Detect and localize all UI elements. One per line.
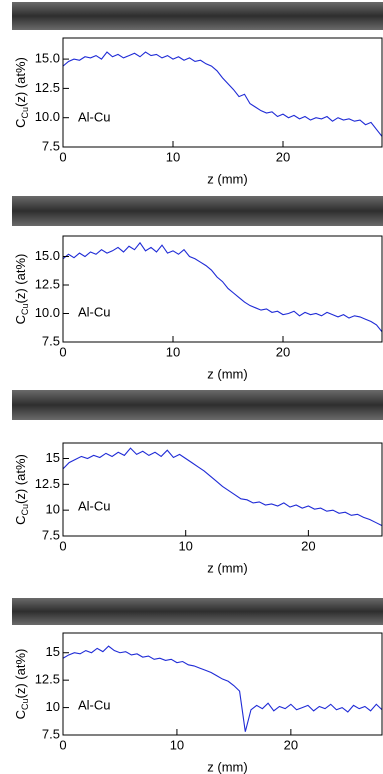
y-tick-label: 12.5	[35, 80, 60, 95]
y-tick-label: 15.0	[35, 51, 60, 66]
y-tick-label: 15.0	[35, 248, 60, 263]
y-label-main: C	[13, 315, 28, 324]
x-axis-label: z (mm)	[207, 366, 247, 381]
plot-frame	[63, 38, 382, 147]
x-tick-label: 20	[284, 737, 298, 752]
y-label-sub: Cu	[20, 107, 30, 119]
annotation: Al-Cu	[78, 498, 111, 513]
y-label-sub: Cu	[20, 303, 30, 315]
annotation: Al-Cu	[78, 304, 111, 319]
y-axis-label: CCu(z) (at%)	[13, 57, 30, 128]
x-axis-label: z (mm)	[207, 171, 247, 186]
y-tick-label: 15	[46, 450, 60, 465]
plot-frame	[63, 443, 382, 536]
x-tick-label: 10	[170, 737, 184, 752]
y-label-rest: (z) (at%)	[13, 254, 28, 304]
y-tick-label: 12.5	[35, 672, 60, 687]
y-tick-label: 12.5	[35, 276, 60, 291]
y-tick-label: 7.5	[42, 726, 60, 741]
x-axis-label: z (mm)	[207, 759, 247, 774]
figure: 7.510.012.515.001020z (mm)CCu(z) (at%)Al…	[0, 0, 383, 774]
y-tick-label: 7.5	[42, 333, 60, 348]
y-axis-label: CCu(z) (at%)	[13, 454, 30, 525]
y-label-rest: (z) (at%)	[13, 57, 28, 107]
x-tick-label: 10	[178, 538, 192, 553]
y-tick-label: 10.0	[35, 109, 60, 124]
panel: 7.5 10.0 12.5 15.0 0 10 20 z (mm) CCu(z) (at%) Al…	[12, 196, 383, 381]
data-line	[63, 52, 382, 136]
x-tick-label: 0	[59, 538, 66, 553]
sample-image	[12, 598, 383, 625]
x-tick-label: 20	[276, 344, 290, 359]
y-tick-label: 7.5	[42, 527, 60, 542]
y-label-main: C	[13, 515, 28, 524]
x-tick-label: 20	[276, 149, 290, 164]
sample-image	[12, 390, 383, 420]
panel: 7.5 10 12.5 15 0 10 20 z (mm) CCu(z) (at%) Al-Cu	[12, 598, 383, 774]
y-tick-label: 15	[46, 644, 60, 659]
y-tick-label: 10	[46, 502, 60, 517]
y-label-main: C	[13, 118, 28, 127]
y-tick-label: 7.5	[42, 138, 60, 153]
y-label-sub: Cu	[20, 504, 30, 516]
panel: 7.5 10 12.5 15 0 10 20 z (mm) CCu(z) (at%) Al-Cu	[12, 390, 383, 575]
y-label-main: C	[13, 710, 28, 719]
data-line	[63, 243, 382, 332]
x-tick-label: 0	[59, 737, 66, 752]
x-axis-label: z (mm)	[207, 560, 247, 575]
y-label-rest: (z) (at%)	[13, 649, 28, 699]
panel: 7.5 10.0 12.5 15.0 0 10 20 z (mm) CCu(z) (at%) Al…	[12, 2, 383, 186]
data-line	[63, 646, 382, 732]
x-tick-label: 10	[166, 149, 180, 164]
y-tick-label: 12.5	[35, 476, 60, 491]
y-axis-label: CCu(z) (at%)	[13, 649, 30, 720]
x-tick-label: 0	[59, 149, 66, 164]
x-tick-label: 10	[166, 344, 180, 359]
x-tick-label: 20	[301, 538, 315, 553]
sample-image	[12, 2, 383, 30]
annotation: Al-Cu	[78, 697, 111, 712]
sample-image	[12, 196, 383, 226]
y-axis-label: CCu(z) (at%)	[13, 254, 30, 325]
data-line	[63, 448, 382, 525]
y-label-rest: (z) (at%)	[13, 454, 28, 504]
annotation: Al-Cu	[78, 109, 111, 124]
y-tick-label: 10.0	[35, 305, 60, 320]
y-label-sub: Cu	[20, 698, 30, 710]
x-tick-label: 0	[59, 344, 66, 359]
y-tick-label: 10	[46, 699, 60, 714]
